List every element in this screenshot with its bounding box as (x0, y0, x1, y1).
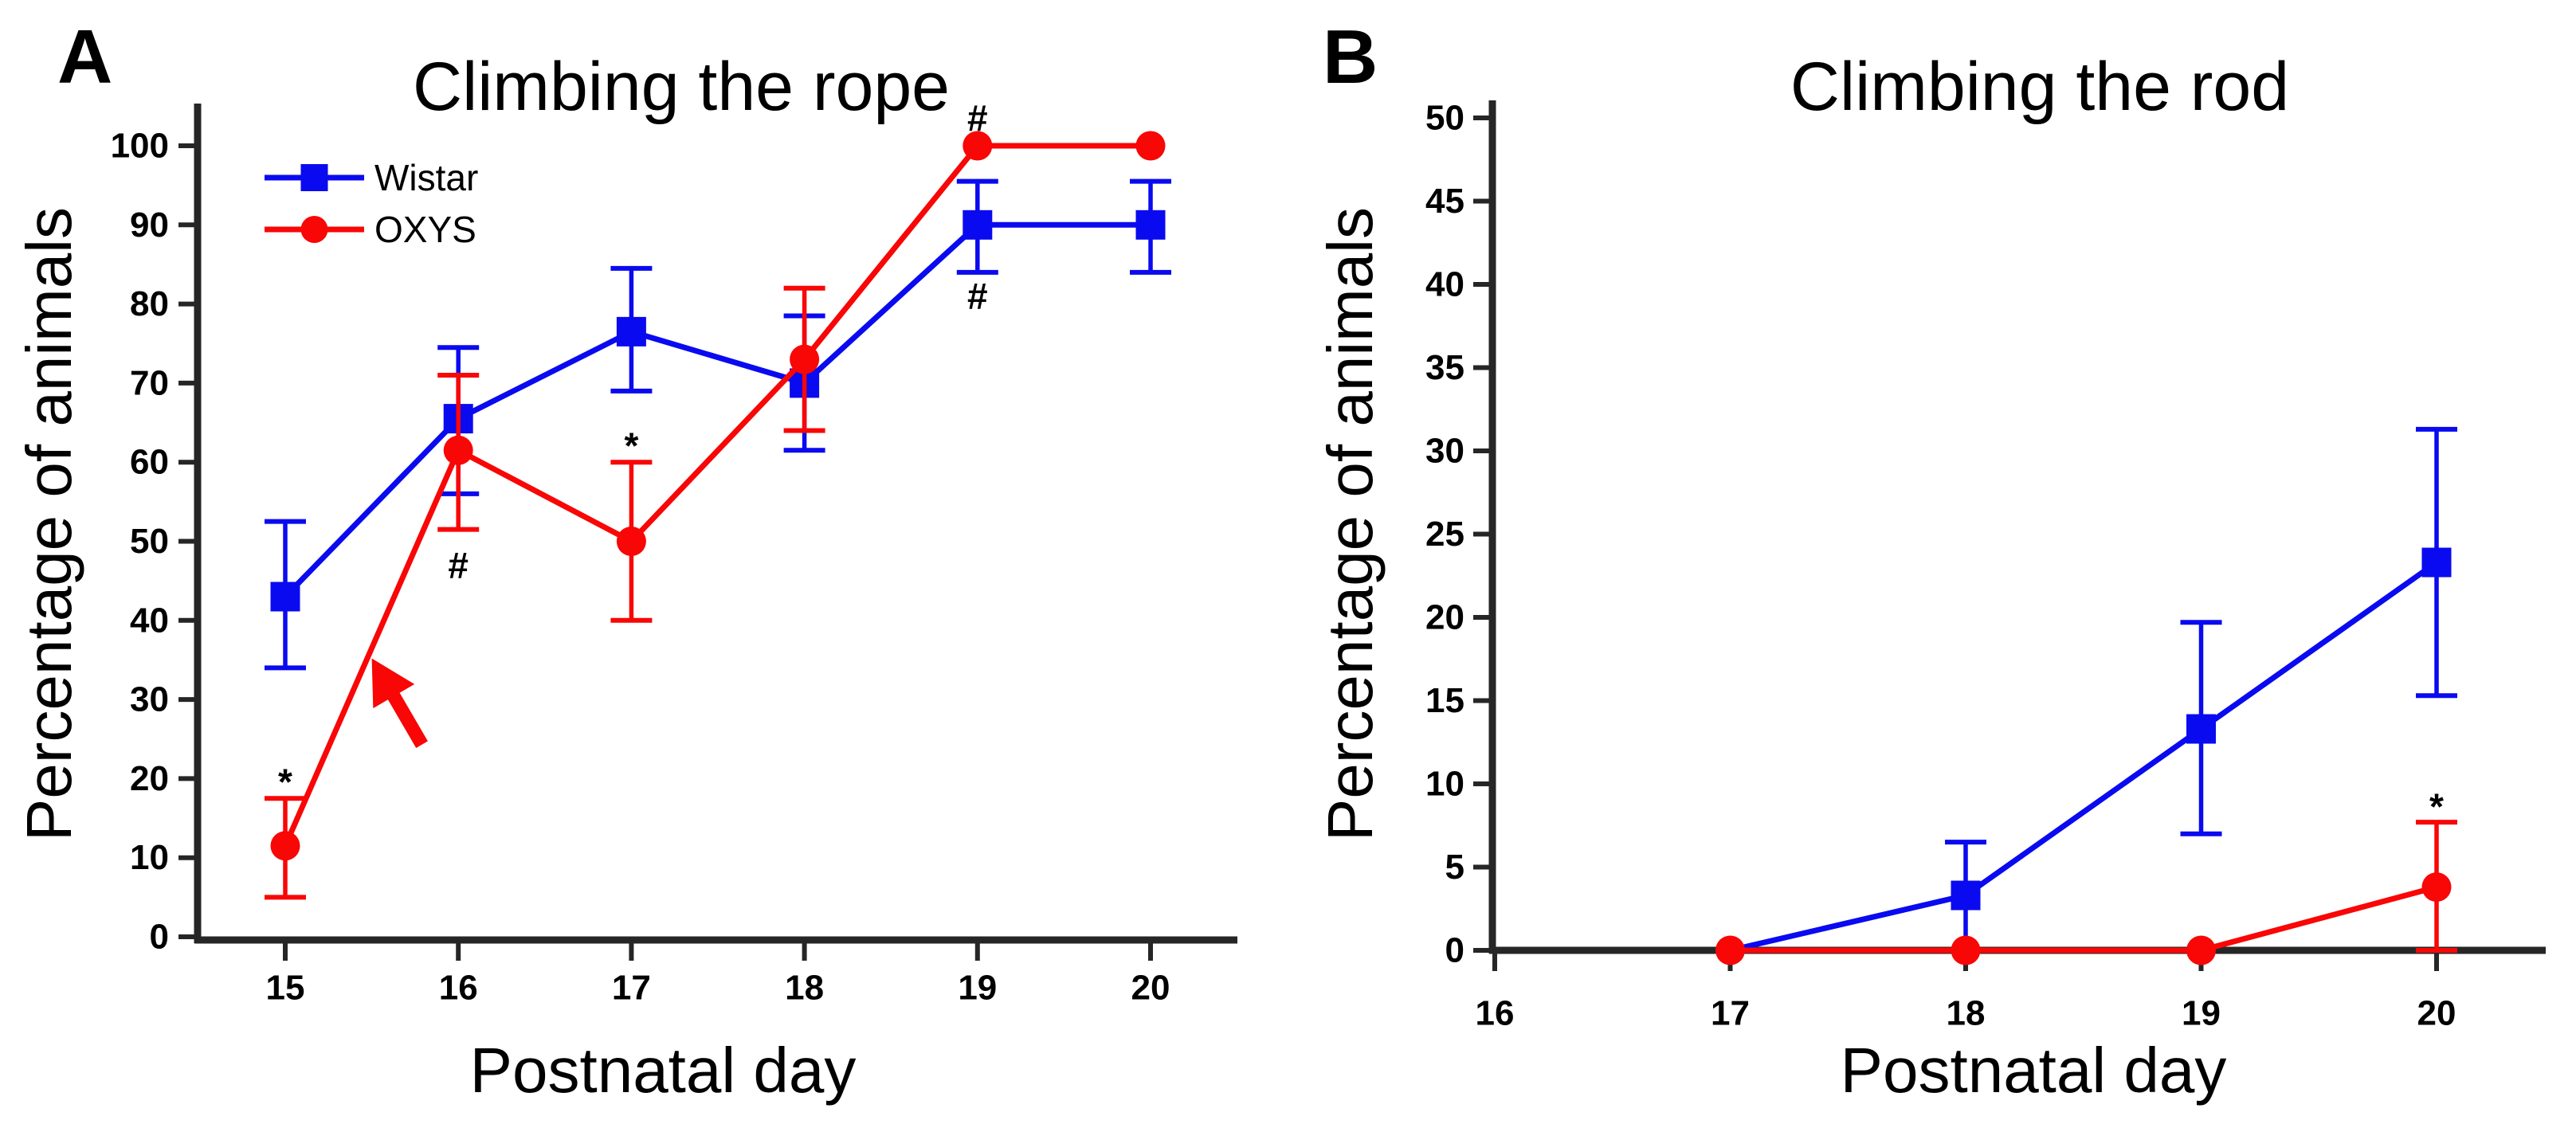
y-tick-label: 20 (130, 759, 169, 798)
x-tick-label: 16 (439, 969, 478, 1008)
legend-label: OXYS (374, 209, 476, 250)
circle-marker (790, 344, 820, 374)
square-marker (1951, 880, 1981, 911)
circle-marker (1715, 935, 1745, 965)
x-tick-label: 15 (266, 969, 305, 1008)
wistar-series (1729, 426, 2457, 954)
square-marker (2186, 714, 2216, 744)
oxys-line (282, 143, 1151, 848)
y-tick-label: 40 (1425, 265, 1464, 304)
axes (1488, 100, 2546, 954)
significance-marker: * (2429, 786, 2444, 828)
legend-label: Wistar (374, 157, 478, 198)
wistar-line (283, 221, 1151, 599)
panel-b-title: Climbing the rod (1790, 49, 2290, 125)
square-marker (270, 582, 300, 612)
x-tick-label: 19 (958, 969, 997, 1008)
circle-marker (1951, 935, 1981, 965)
circle-marker (1135, 131, 1166, 161)
y-tick-label: 90 (130, 206, 169, 245)
x-ticks: 16 17 18 19 20 (1476, 950, 2456, 1033)
y-tick-label: 0 (150, 918, 169, 957)
significance-marker: # (448, 544, 469, 585)
panel-a-plot: 0 10 20 30 40 50 60 70 80 90 100 15 16 17 18 19 20 * # * # # W… (111, 97, 1237, 1008)
circle-marker (443, 435, 473, 465)
significance-annotations: * # * # # (278, 97, 988, 802)
panel-a-title: Climbing the rope (412, 49, 951, 125)
x-tick-label: 19 (2182, 994, 2221, 1033)
significance-marker: # (967, 97, 988, 139)
y-tick-label: 60 (130, 443, 169, 482)
y-tick-label: 40 (130, 601, 169, 640)
significance-marker: * (624, 425, 638, 466)
y-tick-label: 30 (130, 680, 169, 719)
x-tick-label: 20 (2417, 994, 2456, 1033)
x-tick-label: 18 (785, 969, 824, 1008)
y-tick-label: 5 (1445, 848, 1464, 887)
square-marker (2421, 547, 2452, 578)
legend: Wistar OXYS (265, 157, 478, 250)
panel-a-letter: A (57, 14, 113, 100)
y-tick-label: 0 (1445, 931, 1464, 970)
arrow-shaft (385, 688, 428, 748)
x-tick-label: 18 (1947, 994, 1986, 1033)
significance-marker: * (278, 761, 292, 802)
x-tick-label: 20 (1131, 969, 1170, 1008)
panel-b-x-axis-label: Postnatal day (1840, 1035, 2227, 1106)
y-ticks: 0 10 20 30 40 50 60 70 80 90 100 (111, 127, 198, 957)
circle-marker (616, 527, 646, 556)
axes (194, 104, 1237, 944)
arrow-head (371, 658, 415, 709)
square-marker (1135, 210, 1166, 240)
y-tick-label: 50 (1425, 99, 1464, 138)
oxys-series (1715, 820, 2457, 965)
wistar-line (1729, 560, 2439, 954)
circle-marker (270, 831, 300, 861)
significance-annotations: * (2429, 786, 2444, 828)
y-tick-label: 30 (1425, 432, 1464, 471)
y-tick-label: 100 (111, 127, 169, 166)
x-tick-label: 16 (1476, 994, 1515, 1033)
y-tick-label: 15 (1425, 681, 1464, 720)
y-tick-label: 25 (1425, 515, 1464, 554)
arrow-annotation (371, 658, 428, 748)
panel-b-plot: 0 5 10 15 20 25 30 35 40 45 50 16 17 18 19 20 * (1425, 99, 2546, 1033)
oxys-line (1730, 884, 2437, 954)
x-ticks: 15 16 17 18 19 20 (266, 940, 1170, 1008)
oxys-series (265, 131, 1166, 900)
y-tick-label: 50 (130, 522, 169, 561)
y-tick-label: 20 (1425, 598, 1464, 637)
panel-a-x-axis-label: Postnatal day (469, 1035, 857, 1106)
legend-circle-marker (300, 216, 328, 243)
significance-marker: # (967, 276, 988, 317)
y-tick-label: 45 (1425, 182, 1464, 221)
y-tick-label: 70 (130, 363, 169, 402)
x-tick-label: 17 (612, 969, 651, 1008)
y-tick-label: 10 (130, 838, 169, 877)
y-tick-label: 10 (1425, 765, 1464, 804)
x-tick-label: 17 (1711, 994, 1750, 1033)
y-ticks: 0 5 10 15 20 25 30 35 40 45 50 (1425, 99, 1492, 970)
y-tick-label: 80 (130, 284, 169, 323)
circle-marker (2186, 935, 2216, 965)
y-tick-label: 35 (1425, 348, 1464, 387)
legend-square-marker (300, 164, 328, 191)
square-marker (963, 210, 993, 240)
circle-marker (963, 131, 993, 161)
circle-marker (2421, 872, 2452, 903)
square-marker (616, 316, 646, 347)
wistar-series (265, 178, 1171, 671)
panel-b-letter: B (1323, 14, 1378, 100)
